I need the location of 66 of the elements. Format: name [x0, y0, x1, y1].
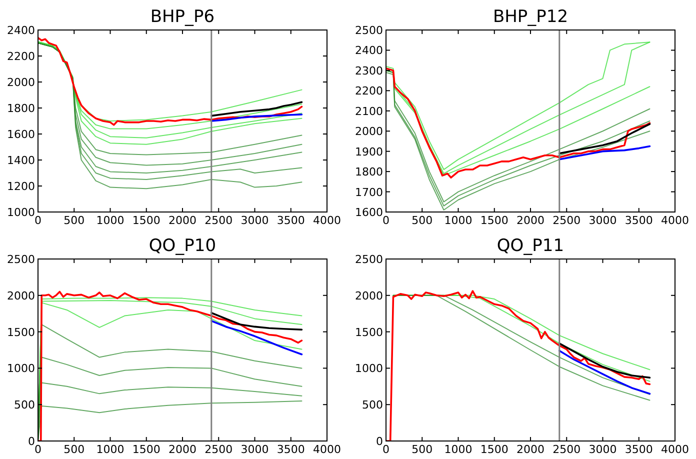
x-tick-label: 2500	[552, 214, 581, 227]
y-tick-label: 2000	[355, 289, 383, 302]
x-tick-label: 1000	[444, 443, 472, 456]
x-tick-label: 500	[412, 214, 433, 227]
x-tick-label: 1500	[132, 214, 160, 227]
x-tick-label: 2000	[168, 443, 196, 456]
y-tick-label: 1900	[355, 145, 383, 158]
y-tick-label: 1500	[355, 326, 383, 339]
y-tick-label: 1800	[7, 102, 35, 115]
x-tick-label: 500	[412, 443, 433, 456]
y-tick-label: 2300	[355, 64, 383, 78]
y-tick-label: 2200	[355, 84, 383, 98]
y-tick-label: 2400	[7, 24, 35, 37]
x-tick-label: 2000	[516, 443, 544, 456]
x-tick-label: 1500	[480, 214, 508, 227]
y-tick-label: 2000	[7, 289, 35, 302]
chart-title: QO_P11	[496, 236, 564, 256]
x-tick-label: 3500	[624, 443, 653, 456]
y-tick-label: 1600	[355, 206, 383, 219]
y-tick-label: 2500	[7, 253, 35, 266]
y-tick-label: 1000	[7, 206, 35, 219]
y-tick-label: 1800	[355, 166, 383, 179]
x-tick-label: 4000	[661, 214, 689, 227]
x-tick-label: 2000	[168, 214, 196, 227]
y-tick-label: 2500	[355, 253, 383, 266]
y-tick-label: 1000	[7, 362, 35, 376]
x-tick-label: 3500	[276, 214, 305, 227]
chart-title: QO_P10	[148, 236, 216, 256]
y-tick-label: 0	[376, 435, 383, 448]
x-tick-label: 4000	[661, 443, 689, 456]
x-tick-label: 3500	[276, 443, 305, 456]
y-tick-label: 2400	[355, 44, 383, 58]
y-tick-label: 1200	[7, 180, 35, 193]
y-tick-label: 2200	[7, 50, 35, 63]
x-tick-label: 2000	[516, 214, 544, 227]
y-tick-label: 2000	[355, 125, 383, 138]
y-tick-label: 1500	[7, 326, 35, 339]
x-tick-label: 1000	[96, 214, 124, 227]
y-tick-label: 1000	[355, 362, 383, 376]
y-tick-label: 2100	[355, 104, 383, 118]
x-tick-label: 3500	[624, 214, 653, 227]
x-tick-label: 2500	[552, 443, 581, 456]
y-tick-label: 1600	[7, 128, 35, 141]
x-tick-label: 500	[64, 443, 85, 456]
y-tick-label: 500	[362, 398, 383, 412]
x-tick-label: 3000	[240, 443, 269, 456]
x-tick-label: 4000	[313, 214, 341, 227]
y-tick-label: 500	[14, 398, 35, 412]
x-tick-label: 1500	[480, 443, 508, 456]
x-tick-label: 2500	[204, 214, 233, 227]
x-tick-label: 1000	[96, 443, 124, 456]
y-tick-label: 0	[28, 435, 35, 448]
y-tick-label: 1400	[7, 154, 35, 167]
x-tick-label: 500	[64, 214, 85, 227]
x-tick-label: 1500	[132, 443, 160, 456]
chart-title: BHP_P6	[150, 7, 215, 27]
y-tick-label: 1700	[355, 186, 383, 199]
x-tick-label: 4000	[313, 443, 341, 456]
x-tick-label: 3000	[240, 214, 269, 227]
x-tick-label: 1000	[444, 214, 472, 227]
x-tick-label: 3000	[588, 443, 617, 456]
x-tick-label: 3000	[588, 214, 617, 227]
y-tick-label: 2500	[355, 24, 383, 37]
y-tick-label: 2000	[7, 76, 35, 89]
x-tick-label: 2500	[204, 443, 233, 456]
chart-title: BHP_P12	[492, 7, 568, 27]
